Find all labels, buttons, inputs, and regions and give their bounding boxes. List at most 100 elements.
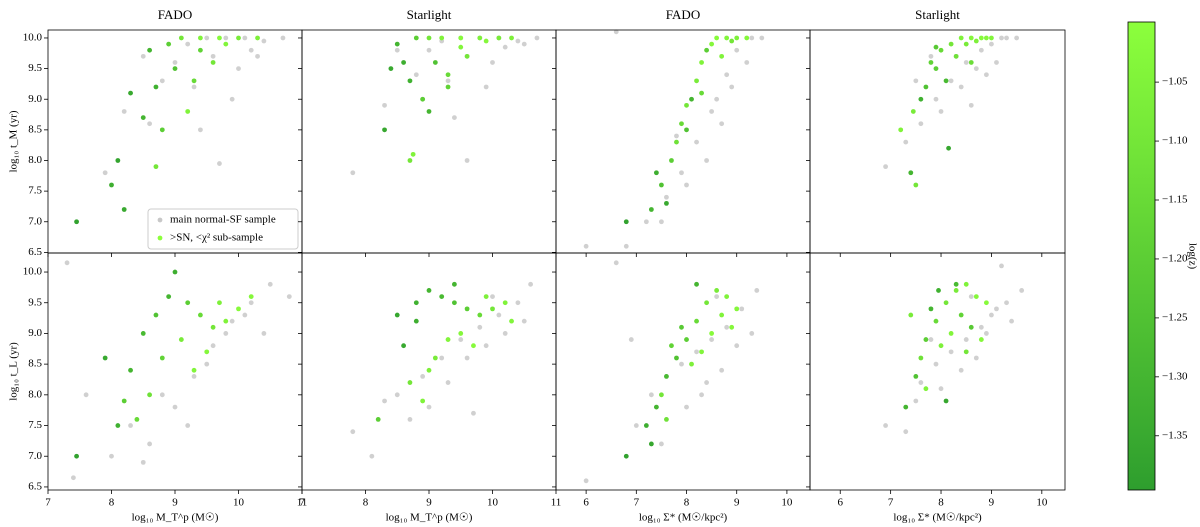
point xyxy=(724,35,730,41)
point xyxy=(749,331,755,336)
point xyxy=(445,78,451,84)
point xyxy=(102,355,108,361)
colorbar-label: log(z) xyxy=(1186,243,1198,270)
point xyxy=(502,331,508,336)
point xyxy=(918,380,924,385)
point xyxy=(968,324,974,330)
point xyxy=(255,53,260,59)
point xyxy=(689,361,694,367)
point xyxy=(369,453,375,459)
y-tick-label: 8.5 xyxy=(28,123,42,135)
x-tick-label: 7 xyxy=(45,497,51,509)
point xyxy=(426,109,432,114)
point xyxy=(734,343,740,349)
point xyxy=(153,164,159,170)
point xyxy=(432,355,438,361)
panel: FADO xyxy=(552,7,811,257)
point xyxy=(679,324,684,330)
point xyxy=(709,337,715,342)
point xyxy=(963,41,969,47)
panel-title: Starlight xyxy=(915,7,960,22)
point xyxy=(973,294,979,299)
point xyxy=(255,35,260,41)
point xyxy=(267,281,273,287)
point xyxy=(426,404,432,410)
point xyxy=(458,337,464,342)
x-tick-label: 11 xyxy=(551,497,562,509)
point xyxy=(714,96,720,102)
point xyxy=(413,318,419,324)
point xyxy=(648,441,654,447)
point xyxy=(734,306,740,312)
panel: 7 8 9 10 11 6.5 7.0 7.5 8.0 8.5 9.0 9.5 10.0 log₁₀ M_… xyxy=(8,252,307,524)
point xyxy=(248,294,254,299)
point xyxy=(382,102,387,108)
point xyxy=(458,44,464,50)
point xyxy=(426,35,432,41)
point xyxy=(445,84,451,90)
point xyxy=(426,47,432,53)
point xyxy=(999,35,1004,41)
point xyxy=(1009,318,1014,324)
point xyxy=(509,35,514,41)
point xyxy=(471,410,476,416)
point xyxy=(185,109,191,114)
y-tick-label: 8.0 xyxy=(28,388,42,400)
point xyxy=(648,207,654,212)
point xyxy=(528,281,533,287)
panel: Starlight xyxy=(298,7,557,257)
point xyxy=(946,145,951,151)
legend-marker xyxy=(157,217,163,223)
point xyxy=(261,38,267,44)
point xyxy=(968,60,974,65)
point xyxy=(643,219,649,225)
point xyxy=(968,102,974,108)
point xyxy=(958,84,964,90)
point xyxy=(983,72,989,78)
point xyxy=(583,243,589,249)
point xyxy=(445,337,451,342)
axes-frame xyxy=(301,29,557,254)
panel-title: FADO xyxy=(158,7,192,22)
point xyxy=(958,367,964,373)
point xyxy=(983,331,989,336)
point xyxy=(989,35,994,41)
point xyxy=(439,294,445,299)
point xyxy=(153,84,159,90)
point xyxy=(490,60,495,65)
point xyxy=(659,392,664,398)
point xyxy=(477,324,483,330)
point xyxy=(458,35,464,41)
x-tick-label: 10 xyxy=(487,497,499,509)
point xyxy=(719,367,725,373)
point xyxy=(948,41,954,47)
point xyxy=(109,453,114,459)
point xyxy=(407,416,413,422)
point xyxy=(502,300,508,306)
x-tick-label: 8 xyxy=(684,497,690,509)
point xyxy=(83,392,89,398)
point xyxy=(694,349,699,355)
point xyxy=(729,38,735,44)
point xyxy=(115,158,121,163)
point xyxy=(913,182,919,188)
point xyxy=(394,392,400,398)
point xyxy=(918,96,924,102)
point xyxy=(445,72,451,78)
point xyxy=(978,337,984,342)
point xyxy=(394,47,400,53)
point xyxy=(502,44,508,50)
point xyxy=(74,219,79,225)
point xyxy=(724,72,730,78)
point xyxy=(749,35,755,41)
point xyxy=(928,306,934,312)
point xyxy=(729,84,735,90)
point xyxy=(458,331,464,336)
point xyxy=(968,294,974,299)
point xyxy=(978,324,984,330)
point xyxy=(704,158,709,163)
point xyxy=(674,133,679,139)
point xyxy=(928,337,934,342)
x-tick-label: 7 xyxy=(299,497,305,509)
point xyxy=(978,35,984,41)
